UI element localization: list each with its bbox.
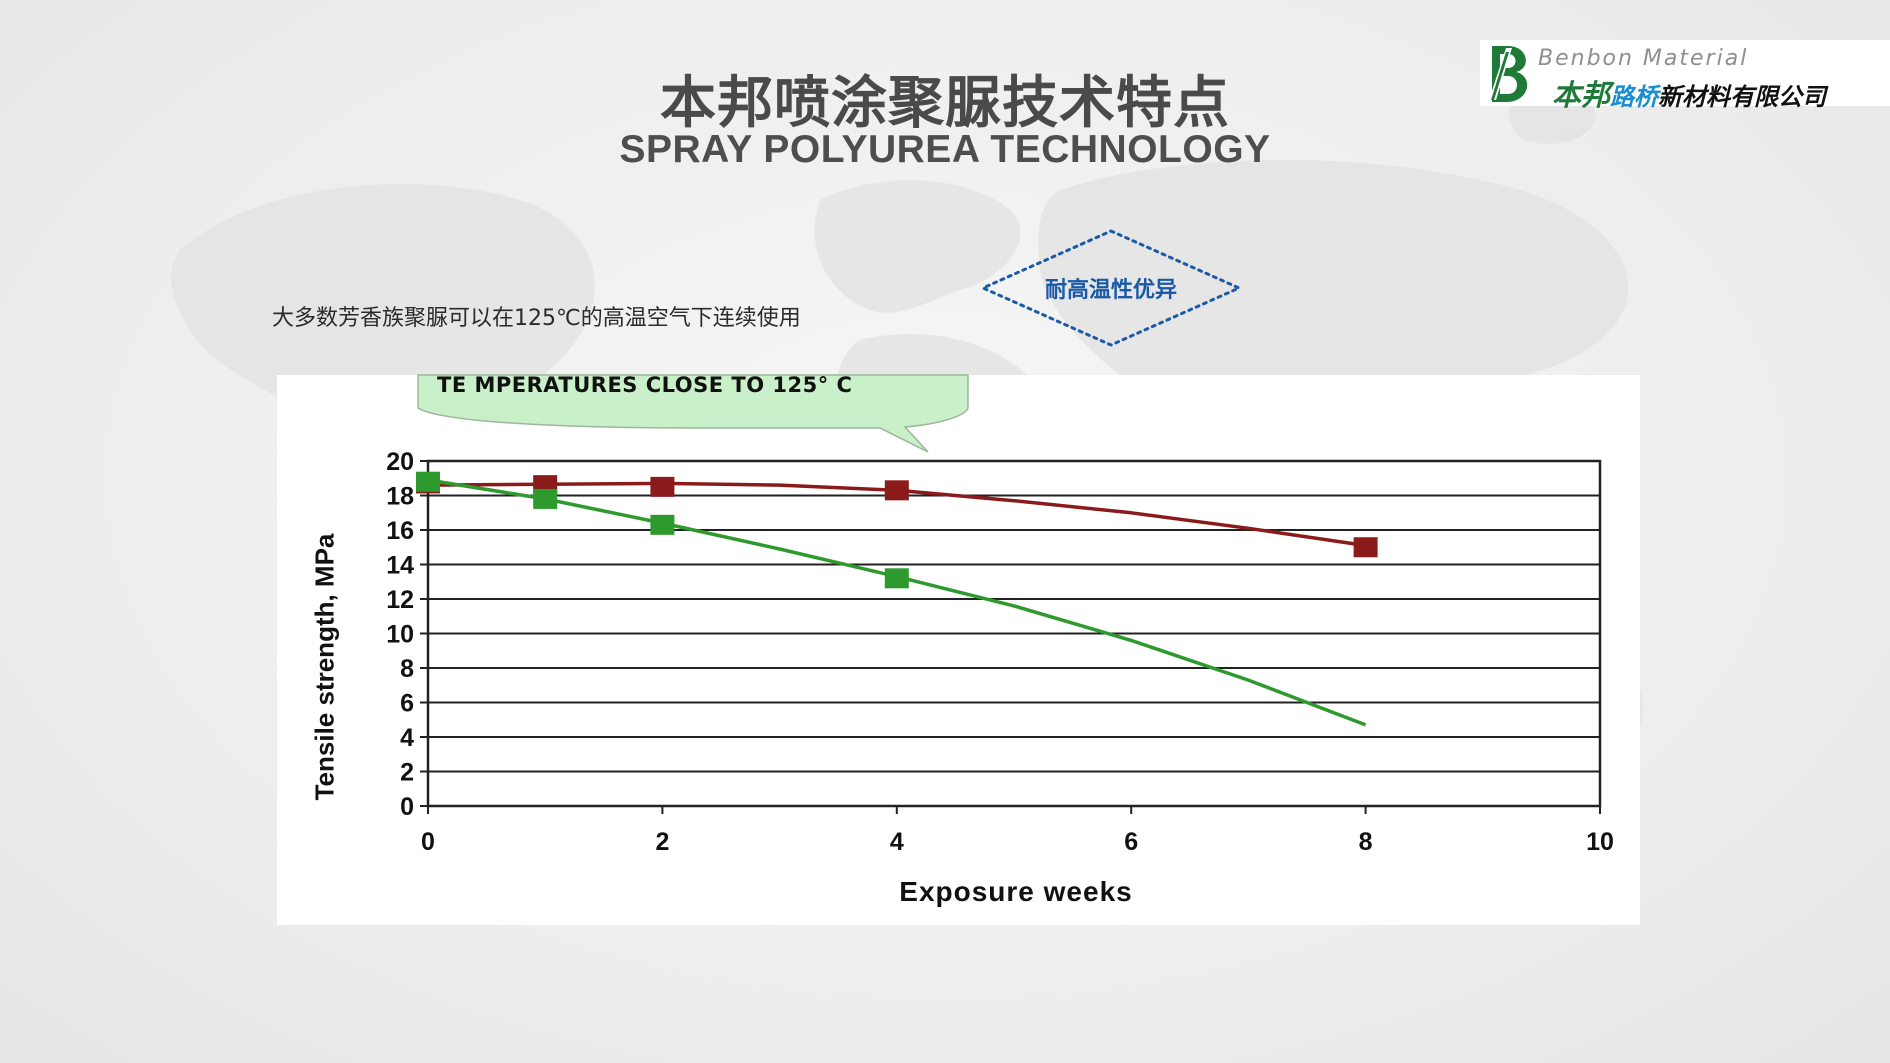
logo-english-name: Benbon Material <box>1538 46 1749 71</box>
series-line <box>427 481 1366 548</box>
y-tick-label: 20 <box>386 448 414 476</box>
benbon-b-logo-icon <box>1489 46 1528 102</box>
x-axis-label: Exposure weeks <box>899 876 1133 907</box>
data-point-marker <box>416 471 440 492</box>
callout-bubble <box>417 374 969 453</box>
page-subtitle: SPRAY POLYUREA TECHNOLOGY <box>619 128 1271 171</box>
logo-chinese-name: 本邦路桥新材料有限公司 <box>1552 72 1826 114</box>
x-tick-label: 2 <box>655 828 669 856</box>
description-text: 大多数芳香族聚脲可以在125℃的高温空气下连续使用 <box>272 306 801 331</box>
x-tick-label: 8 <box>1359 828 1373 856</box>
x-tick-label: 6 <box>1124 828 1138 856</box>
y-tick-label: 16 <box>386 517 414 545</box>
logo-cn-part2: 路桥 <box>1610 83 1659 111</box>
badge-diamond <box>980 229 1242 347</box>
chart-panel <box>277 375 1640 925</box>
callout-text: TE MPERATURES CLOSE TO 125° C <box>437 373 853 397</box>
y-tick-label: 14 <box>386 552 414 580</box>
y-tick-label: 10 <box>386 621 414 649</box>
data-point-marker <box>884 568 909 589</box>
page-title: 本邦喷涂聚脲技术特点 <box>660 71 1230 136</box>
badge-label: 耐高温性优异 <box>1044 278 1177 303</box>
logo-cn-part3: 新材料有限公司 <box>1658 83 1827 111</box>
data-point-marker <box>884 480 909 501</box>
y-tick-label: 4 <box>400 724 414 752</box>
data-point-marker <box>650 514 675 535</box>
logo-cn-part1: 本邦 <box>1552 78 1611 112</box>
x-tick-label: 10 <box>1586 828 1614 856</box>
data-point-marker <box>650 476 675 497</box>
x-tick-label: 0 <box>421 828 435 856</box>
y-tick-label: 0 <box>400 793 414 821</box>
y-axis-label: Tensile strength, MPa <box>309 533 340 801</box>
y-tick-label: 12 <box>386 586 414 614</box>
y-tick-label: 8 <box>400 655 414 683</box>
y-tick-label: 2 <box>400 759 414 787</box>
y-tick-label: 6 <box>400 690 414 718</box>
series-line <box>427 478 1367 727</box>
x-tick-label: 4 <box>890 828 904 856</box>
data-point-marker <box>1353 537 1378 558</box>
company-logo: Benbon Material 本邦路桥新材料有限公司 <box>1480 40 1890 112</box>
data-point-marker <box>533 488 558 509</box>
y-tick-label: 18 <box>386 483 414 511</box>
